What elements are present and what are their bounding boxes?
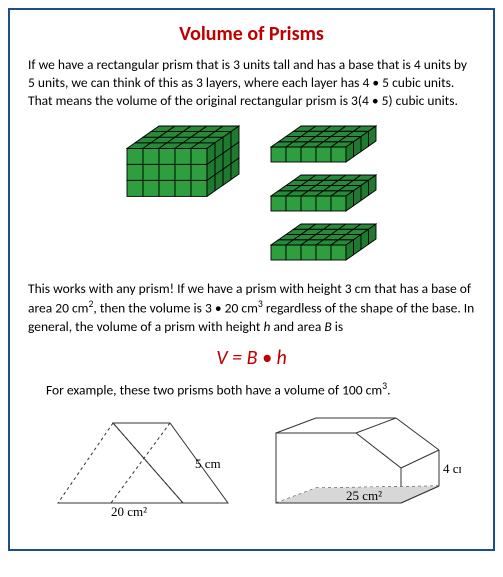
intro-paragraph: If we have a rectangular prism that is 3… [28,56,475,111]
p2-is: is [332,318,343,335]
p2-mid: , then the volume is 3 • 20 cm [93,299,257,316]
example-paragraph: For example, these two prisms both have … [46,380,475,400]
svg-text:5 cm: 5 cm [195,456,221,471]
svg-text:4 cm: 4 cm [443,461,461,476]
layer-stack [270,125,377,266]
volume-formula: V = B • h [28,346,475,370]
p2-and: and area [270,318,324,335]
layer-3 [270,223,377,266]
prisms-row: 5 cm 20 cm² 4 cm 25 cm² [28,408,475,533]
document-frame: Volume of Prisms If we have a rectangula… [8,8,495,551]
p2-B: B [324,318,331,335]
cube-diagram-row [28,125,475,266]
svg-text:25 cm²: 25 cm² [346,488,382,503]
second-paragraph: This works with any prism! If we have a … [28,280,475,336]
page-title: Volume of Prisms [28,22,475,46]
layer-1 [270,125,377,168]
triangular-prism: 5 cm 20 cm² [43,408,243,533]
svg-text:20 cm²: 20 cm² [111,504,147,519]
trapezoid-prism: 4 cm 25 cm² [261,408,461,533]
solid-block [126,125,240,266]
layer-2 [270,174,377,217]
ex-post: . [387,381,390,398]
ex-pre: For example, these two prisms both have … [46,381,382,398]
